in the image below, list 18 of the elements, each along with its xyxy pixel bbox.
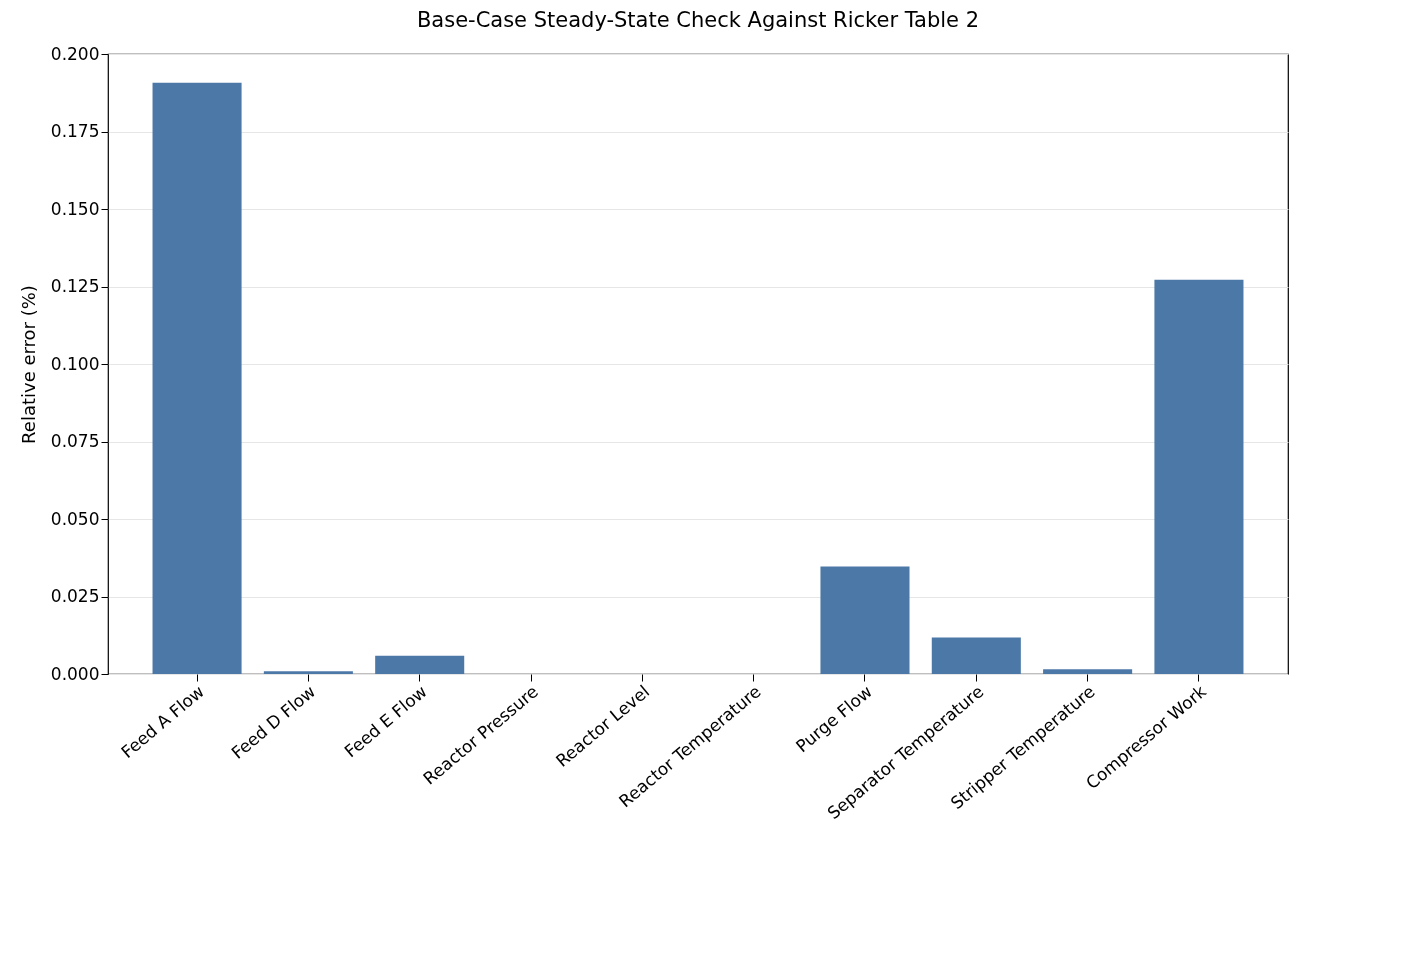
- y-tick-label: 0.050: [50, 508, 100, 529]
- bar: [152, 82, 242, 674]
- y-tick-label: 0.175: [50, 121, 100, 141]
- bar: [1043, 669, 1133, 674]
- y-tick-label: 0.075: [50, 431, 100, 451]
- chart-title: Base-Case Steady-State Check Against Ricker Table 2: [416, 8, 980, 32]
- bar: [931, 637, 1021, 674]
- y-tick-label: 0.150: [50, 198, 100, 219]
- y-tick-label: 0.200: [50, 43, 100, 64]
- bar: [263, 671, 353, 674]
- bar: [1154, 279, 1244, 674]
- y-axis-title: Relative error (%): [17, 285, 39, 444]
- y-tick-label: 0.025: [50, 586, 100, 606]
- y-tick-label: 0.100: [50, 353, 100, 374]
- y-tick-label: 0.000: [50, 663, 100, 684]
- bar: [820, 566, 910, 674]
- bar: [375, 655, 465, 674]
- y-tick-label: 0.125: [50, 276, 100, 296]
